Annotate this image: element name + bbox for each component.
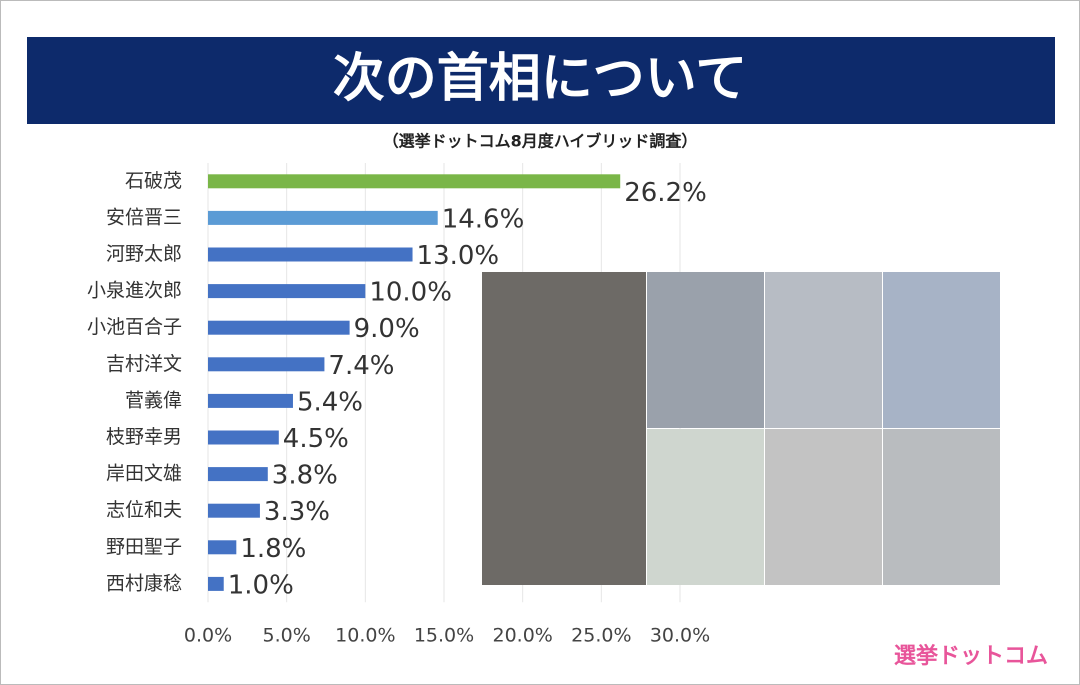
y-tick-label: 小池百合子 — [87, 316, 182, 338]
bar — [208, 357, 325, 372]
photo — [647, 429, 764, 585]
y-tick-label: 菅義偉 — [125, 389, 182, 411]
bar — [208, 174, 621, 189]
y-tick-label: 河野太郎 — [106, 243, 182, 265]
photo — [647, 272, 764, 428]
x-tick-label: 25.0% — [571, 625, 631, 647]
y-tick-label: 安倍晋三 — [106, 206, 182, 228]
value-label: 9.0% — [354, 314, 420, 344]
bar — [208, 540, 237, 555]
value-label: 13.0% — [417, 241, 500, 271]
photo — [883, 429, 1000, 585]
x-tick-label: 15.0% — [414, 625, 474, 647]
bar — [208, 320, 350, 335]
photo — [765, 272, 882, 428]
title-banner — [27, 37, 1055, 124]
x-tick-label: 10.0% — [335, 625, 395, 647]
bar — [208, 576, 224, 591]
photo — [482, 272, 646, 585]
chart-subtitle: （選挙ドットコム8月度ハイブリッド調査） — [383, 132, 698, 151]
y-tick-label: 志位和夫 — [106, 499, 182, 521]
value-label: 5.4% — [297, 387, 363, 417]
x-tick-label: 20.0% — [492, 625, 552, 647]
value-label: 26.2% — [624, 178, 707, 208]
y-tick-label: 小泉進次郎 — [87, 280, 182, 302]
y-tick-label: 西村康稔 — [106, 572, 182, 594]
y-tick-label: 枝野幸男 — [106, 426, 182, 448]
value-label: 3.8% — [272, 461, 338, 491]
bar — [208, 393, 293, 408]
bar — [208, 284, 366, 299]
value-label: 7.4% — [328, 351, 394, 381]
x-tick-label: 5.0% — [263, 625, 311, 647]
chart-title: 次の首相について — [333, 49, 747, 109]
value-label: 4.5% — [283, 424, 349, 454]
value-label: 14.6% — [442, 204, 525, 234]
x-tick-label: 30.0% — [650, 625, 710, 647]
bar — [208, 430, 279, 445]
y-tick-label: 吉村洋文 — [106, 353, 182, 375]
bar — [208, 467, 268, 482]
y-tick-label: 野田聖子 — [106, 536, 182, 558]
y-tick-label: 岸田文雄 — [106, 463, 182, 485]
photo — [883, 272, 1000, 428]
bar — [208, 210, 438, 225]
bar — [208, 247, 413, 262]
x-tick-label: 0.0% — [184, 625, 232, 647]
value-label: 1.0% — [228, 570, 294, 600]
logo: 選挙ドットコム — [894, 643, 1048, 669]
bar — [208, 503, 260, 518]
photo — [765, 429, 882, 585]
photo-collage — [482, 272, 1000, 585]
value-label: 1.8% — [240, 534, 306, 564]
value-label: 10.0% — [369, 278, 452, 308]
y-tick-label: 石破茂 — [125, 170, 182, 192]
value-label: 3.3% — [264, 497, 330, 527]
